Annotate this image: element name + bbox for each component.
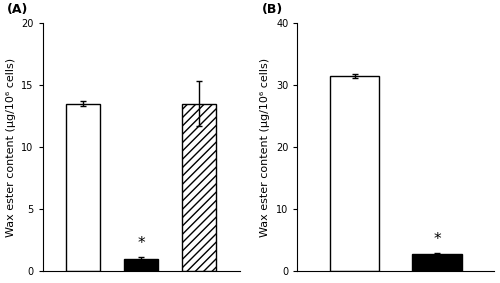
Y-axis label: Wax ester content (μg/10⁶ cells): Wax ester content (μg/10⁶ cells) <box>6 58 16 237</box>
Text: *: * <box>433 231 441 246</box>
Bar <box>66 104 100 271</box>
Bar <box>182 104 216 271</box>
Bar <box>124 259 158 271</box>
Text: (A): (A) <box>7 3 28 16</box>
Bar <box>330 76 380 271</box>
Bar <box>412 254 462 271</box>
Text: (B): (B) <box>262 3 283 16</box>
Text: *: * <box>137 236 145 251</box>
Y-axis label: Wax ester content (μg/10⁶ cells): Wax ester content (μg/10⁶ cells) <box>260 58 270 237</box>
